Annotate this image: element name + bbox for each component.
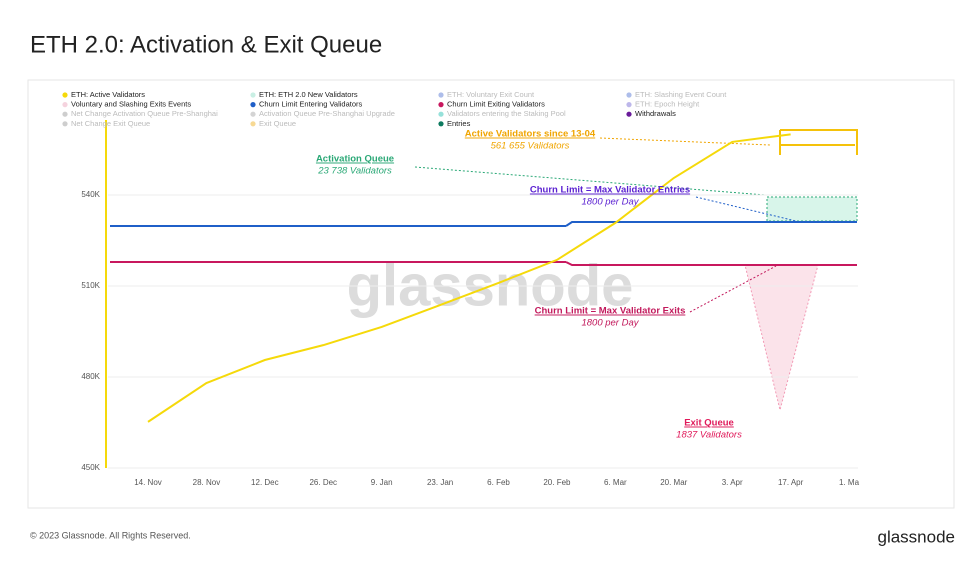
legend-marker bbox=[626, 102, 632, 108]
annotation-subtitle: 1837 Validators bbox=[676, 430, 742, 441]
annotation-title: Churn Limit = Max Validator Entries bbox=[530, 185, 690, 196]
x-tick-label: 6. Mar bbox=[604, 478, 627, 487]
x-tick-label: 1. Ma bbox=[839, 478, 860, 487]
legend-label: Churn Limit Exiting Validators bbox=[447, 100, 545, 109]
annotation-title: Active Validators since 13-04 bbox=[465, 129, 596, 140]
legend-label: Entries bbox=[447, 119, 471, 128]
legend-label: ETH: Voluntary Exit Count bbox=[447, 90, 535, 99]
x-tick-label: 26. Dec bbox=[309, 478, 337, 487]
legend-label: ETH: Slashing Event Count bbox=[635, 90, 727, 99]
churn-exiting-line bbox=[565, 261, 857, 266]
legend-marker bbox=[438, 121, 444, 127]
legend-marker bbox=[250, 111, 256, 117]
legend-marker bbox=[438, 111, 444, 117]
x-tick-label: 12. Dec bbox=[251, 478, 279, 487]
connector bbox=[695, 196, 801, 223]
legend-label: Net Change Activation Queue Pre-Shanghai bbox=[71, 109, 218, 118]
legend-label: Net Change Exit Queue bbox=[71, 119, 150, 128]
logo: glassnode bbox=[877, 527, 955, 546]
legend-label: ETH: ETH 2.0 New Validators bbox=[259, 90, 358, 99]
legend-marker bbox=[626, 92, 632, 98]
legend-label: Churn Limit Entering Validators bbox=[259, 100, 362, 109]
legend-label: ETH: Epoch Height bbox=[635, 100, 700, 109]
churn-entering-line bbox=[565, 221, 857, 227]
legend-label: Withdrawals bbox=[635, 109, 676, 118]
legend-label: Activation Queue Pre-Shanghai Upgrade bbox=[259, 109, 395, 118]
annotation-subtitle: 561 655 Validators bbox=[491, 141, 570, 152]
legend-marker bbox=[250, 102, 256, 108]
connector bbox=[689, 265, 777, 313]
chart-panel bbox=[27, 79, 955, 509]
legend-marker bbox=[62, 111, 68, 117]
x-tick-label: 28. Nov bbox=[193, 478, 221, 487]
annotation-title: Exit Queue bbox=[684, 418, 734, 429]
annotation-title: Churn Limit = Max Validator Exits bbox=[535, 306, 686, 317]
annotation-subtitle: 1800 per Day bbox=[581, 197, 639, 208]
legend-marker bbox=[250, 121, 256, 127]
y-tick-label: 510K bbox=[81, 281, 100, 290]
y-tick-label: 450K bbox=[81, 463, 100, 472]
y-tick-label: 540K bbox=[81, 190, 100, 199]
legend-marker bbox=[62, 121, 68, 127]
connector bbox=[599, 137, 771, 146]
series-line bbox=[147, 133, 791, 423]
y-tick-label: 480K bbox=[81, 372, 100, 381]
exit-queue-area bbox=[744, 264, 819, 411]
legend-label: Validators entering the Staking Pool bbox=[447, 109, 566, 118]
x-tick-label: 3. Apr bbox=[722, 478, 743, 487]
x-tick-label: 23. Jan bbox=[427, 478, 453, 487]
x-tick-label: 6. Feb bbox=[487, 478, 510, 487]
x-tick-label: 9. Jan bbox=[371, 478, 393, 487]
legend-marker bbox=[438, 92, 444, 98]
connector bbox=[414, 166, 766, 196]
x-tick-label: 14. Nov bbox=[134, 478, 162, 487]
legend-marker bbox=[626, 111, 632, 117]
exit-queue-bracket bbox=[779, 129, 858, 155]
legend-label: Voluntary and Slashing Exits Events bbox=[71, 100, 191, 109]
copyright: © 2023 Glassnode. All Rights Reserved. bbox=[30, 530, 191, 540]
legend-marker bbox=[250, 92, 256, 98]
annotation-subtitle: 23 738 Validators bbox=[317, 166, 392, 177]
x-tick-label: 20. Feb bbox=[543, 478, 571, 487]
legend-marker bbox=[62, 102, 68, 108]
x-tick-label: 17. Apr bbox=[778, 478, 804, 487]
legend-label: Exit Queue bbox=[259, 119, 296, 128]
legend-marker bbox=[62, 92, 68, 98]
annotation-subtitle: 1800 per Day bbox=[581, 318, 639, 329]
x-tick-label: 20. Mar bbox=[660, 478, 687, 487]
legend-marker bbox=[438, 102, 444, 108]
activation-queue-area bbox=[766, 196, 858, 222]
annotation-title: Activation Queue bbox=[316, 154, 394, 165]
chart-title: ETH 2.0: Activation & Exit Queue bbox=[30, 31, 382, 58]
legend-label: ETH: Active Validators bbox=[71, 90, 145, 99]
